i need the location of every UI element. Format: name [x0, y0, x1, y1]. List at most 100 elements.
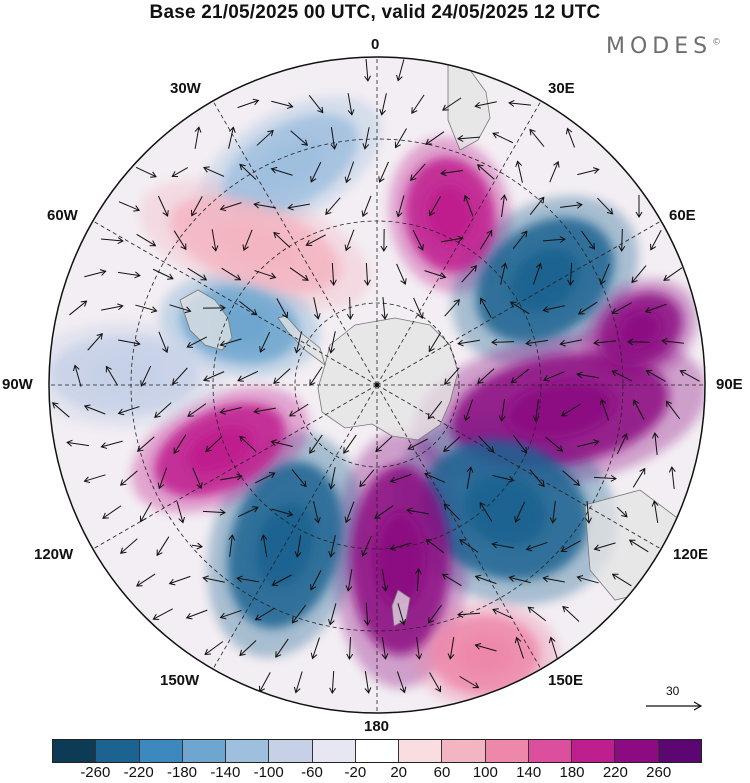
wind-arrow [361, 535, 372, 557]
wind-arrow [118, 271, 141, 279]
colorbar-swatch [572, 740, 616, 762]
colorbar-tick-label: 140 [516, 764, 542, 781]
blob-pink-165e-core [457, 635, 513, 675]
wind-arrow [560, 403, 581, 417]
wind-arrow [171, 367, 188, 385]
wind-arrow [427, 400, 443, 420]
wind-arrow [645, 369, 666, 382]
wind-arrow [203, 166, 225, 177]
wind-arrow [345, 569, 353, 592]
wind-arrow [441, 235, 464, 243]
wind-arrow [567, 262, 575, 286]
wind-arrow [425, 538, 445, 554]
wind-arrow [310, 161, 322, 183]
wind-arrow [428, 196, 441, 217]
map-title: Base 21/05/2025 00 UTC, valid 24/05/2025… [149, 2, 601, 23]
wind-arrow [173, 434, 187, 455]
wind-arrow [364, 671, 372, 694]
colorbar-tick-label: -220 [123, 764, 154, 781]
wind-arrow [259, 331, 271, 353]
blob-purple-110w-core [187, 426, 253, 474]
wind-arrow [576, 575, 599, 584]
wind-arrow [414, 568, 422, 592]
wind-arrow [679, 369, 700, 382]
wind-arrow [194, 126, 202, 149]
wind-arrow [364, 58, 371, 82]
wind-arrow [343, 434, 357, 454]
wind-arrow [577, 439, 600, 448]
wind-arrow [627, 338, 651, 346]
lon-label-120e: 120E [673, 546, 709, 563]
wind-arrow [309, 366, 323, 386]
wind-arrow [560, 540, 581, 553]
wind-arrow [644, 303, 667, 314]
colorbar-tick-label: 180 [559, 764, 585, 781]
wind-arrow [84, 269, 107, 278]
wind-arrow [154, 402, 172, 419]
wind-arrow [239, 300, 258, 316]
registered-mark: © [712, 37, 722, 48]
wind-arrow [429, 672, 442, 693]
wind-arrow [117, 406, 140, 416]
wind-arrow [51, 402, 70, 418]
wind-arrow [219, 338, 242, 348]
wind-arrow [328, 603, 337, 626]
wind-arrow [305, 234, 326, 246]
wind-arrow [512, 434, 528, 454]
blob-blue-30w-core [256, 139, 324, 191]
colorbar-swatch [139, 740, 183, 762]
wind-arrow [492, 132, 514, 144]
wind-arrow [562, 605, 580, 622]
wind-arrow [424, 270, 447, 280]
wind-arrow [498, 399, 506, 422]
wind-arrow [396, 263, 407, 285]
wind-arrow [237, 98, 260, 109]
colorbar-swatch [312, 740, 356, 762]
lon-label-0: 0 [371, 36, 380, 53]
wind-arrow [253, 201, 276, 209]
modes-logo-text: MODES [606, 34, 713, 59]
wind-arrow [156, 536, 170, 557]
wind-arrow [186, 336, 208, 348]
wind-arrow [139, 502, 152, 523]
wind-arrow [118, 339, 141, 347]
wind-arrow [532, 262, 543, 285]
wind-arrow [176, 501, 185, 524]
wind-arrow [529, 469, 545, 488]
wind-arrow [136, 233, 157, 247]
wind-arrow [441, 573, 462, 587]
wind-arrow [461, 265, 477, 283]
wind-arrow [344, 229, 355, 252]
wind-arrow [631, 265, 647, 284]
wind-arrow [83, 404, 106, 415]
wind-arrow [413, 297, 424, 319]
colorbar-swatch [182, 740, 227, 762]
wind-arrow [510, 368, 529, 384]
wind-arrow [254, 607, 275, 621]
wind-arrow [427, 604, 442, 624]
wind-arrow [459, 539, 479, 553]
wind-arrow [447, 637, 455, 660]
wind-arrow [559, 339, 582, 347]
wind-arrow [69, 300, 88, 316]
lon-label-60e: 60E [669, 207, 696, 224]
wind-arrow [466, 466, 474, 489]
new-zealand-landmass [391, 589, 411, 627]
colorbar-swatch [226, 740, 270, 762]
meridian-line [376, 99, 543, 386]
colorbar-swatch [615, 740, 659, 762]
lon-label-150w: 150W [160, 672, 200, 689]
wind-arrow [565, 127, 576, 148]
wind-arrow [457, 339, 480, 347]
wind-arrow [291, 469, 307, 488]
wind-arrow [220, 473, 243, 481]
wind-arrow [560, 201, 583, 209]
wind-arrow [500, 262, 508, 285]
wind-arrow [611, 370, 633, 382]
wind-arrow [593, 474, 617, 482]
wind-arrow [443, 436, 461, 453]
wind-arrow [633, 399, 645, 421]
wind-arrow [271, 100, 294, 109]
lon-label-150e: 150E [548, 672, 584, 689]
wind-arrow [599, 263, 610, 286]
